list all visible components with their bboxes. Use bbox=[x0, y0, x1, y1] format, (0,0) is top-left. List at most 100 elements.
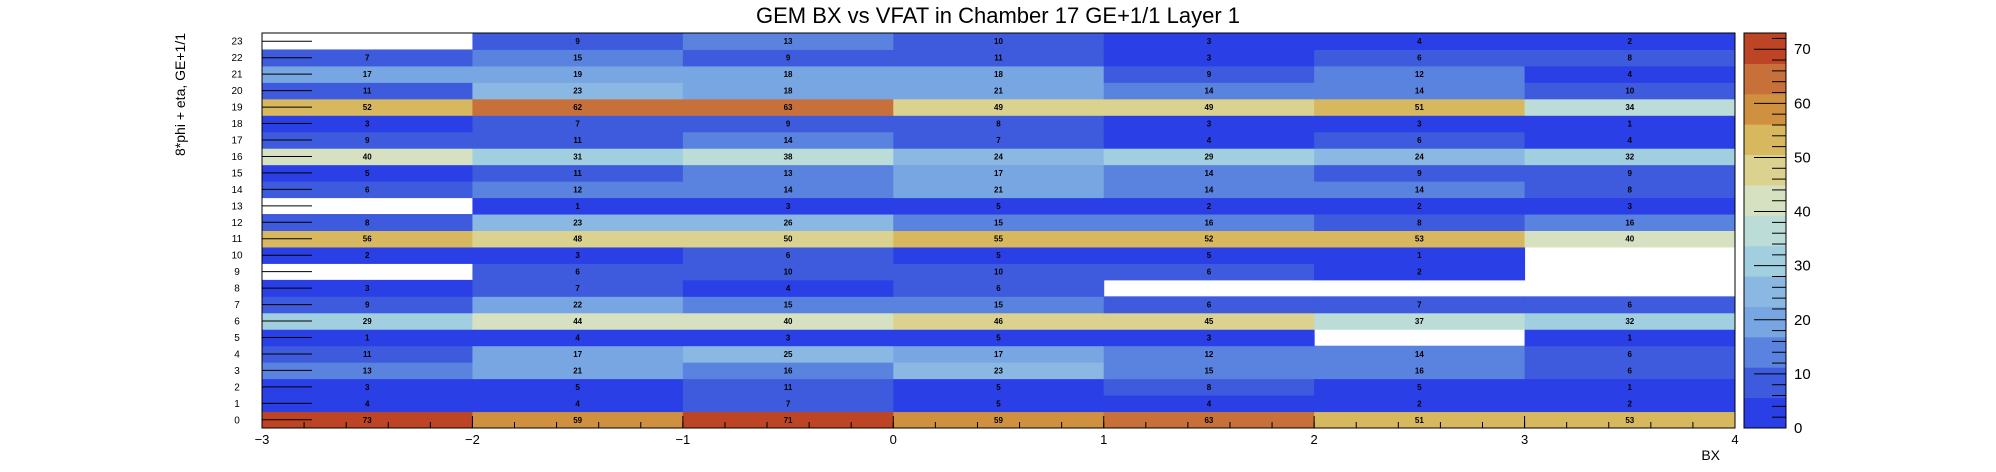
color-bar-tick-label: 50 bbox=[1794, 149, 1811, 166]
cell-value-label: 8 bbox=[1207, 383, 1212, 392]
cell-value-label: 31 bbox=[573, 152, 582, 161]
cell-value-label: 8 bbox=[996, 120, 1001, 129]
heatmap-cell bbox=[1524, 148, 1736, 166]
cell-value-label: 6 bbox=[575, 268, 580, 277]
cell-value-label: 5 bbox=[996, 383, 1001, 392]
heatmap-cell bbox=[262, 395, 473, 413]
heatmap-cell bbox=[1103, 362, 1315, 380]
y-tick-label: 14 bbox=[231, 185, 243, 196]
cell-value-label: 3 bbox=[365, 284, 370, 293]
cell-value-label: 7 bbox=[996, 136, 1001, 145]
cell-value-label: 21 bbox=[994, 87, 1003, 96]
cell-value-label: 38 bbox=[784, 152, 793, 161]
color-bar-segment bbox=[1744, 33, 1786, 64]
x-tick-label: 1 bbox=[1100, 432, 1107, 447]
cell-value-label: 45 bbox=[1204, 317, 1213, 326]
x-tick-label: 0 bbox=[890, 432, 897, 447]
y-tick-label: 15 bbox=[231, 168, 243, 179]
cell-value-label: 44 bbox=[573, 317, 582, 326]
cell-value-label: 53 bbox=[1625, 416, 1634, 425]
cell-value-label: 4 bbox=[575, 399, 580, 408]
cell-value-label: 1 bbox=[575, 202, 580, 211]
cell-value-label: 2 bbox=[1628, 37, 1633, 46]
heatmap-cell bbox=[682, 378, 894, 396]
cell-value-label: 1 bbox=[1628, 333, 1633, 342]
cell-value-label: 6 bbox=[1207, 268, 1212, 277]
heatmap-cell bbox=[1314, 263, 1526, 281]
cell-value-label: 3 bbox=[1207, 54, 1212, 63]
cell-value-label: 6 bbox=[1628, 301, 1633, 310]
cell-value-label: 7 bbox=[1417, 301, 1422, 310]
y-tick-label: 7 bbox=[234, 300, 240, 311]
heatmap-cell bbox=[472, 395, 684, 413]
heatmap-cell bbox=[682, 362, 894, 380]
y-tick-label: 22 bbox=[231, 53, 243, 64]
heatmap-cells bbox=[262, 33, 1736, 429]
cell-value-label: 8 bbox=[1628, 54, 1633, 63]
cell-value-label: 6 bbox=[996, 284, 1001, 293]
cell-value-label: 10 bbox=[784, 268, 793, 277]
cell-value-label: 14 bbox=[1415, 350, 1424, 359]
heatmap-cell bbox=[262, 65, 473, 83]
cell-value-label: 3 bbox=[1207, 37, 1212, 46]
cell-value-label: 63 bbox=[784, 103, 793, 112]
heatmap-cell bbox=[1524, 329, 1736, 347]
heatmap-cell bbox=[1103, 214, 1315, 231]
cell-value-label: 5 bbox=[996, 399, 1001, 408]
heatmap-cell bbox=[893, 82, 1105, 100]
cell-value-label: 7 bbox=[575, 120, 580, 129]
heatmap-cell bbox=[893, 131, 1105, 149]
cell-value-label: 37 bbox=[1415, 317, 1424, 326]
cell-value-label: 11 bbox=[363, 87, 372, 96]
heatmap-cell bbox=[472, 115, 684, 133]
cell-value-label: 51 bbox=[1415, 416, 1424, 425]
cell-value-label: 14 bbox=[1204, 185, 1213, 194]
heatmap-cell bbox=[1524, 164, 1736, 182]
y-tick-label: 10 bbox=[231, 251, 243, 262]
cell-value-label: 23 bbox=[573, 87, 582, 96]
heatmap-cell bbox=[472, 312, 684, 330]
color-bar-segment bbox=[1744, 245, 1786, 277]
cell-value-label: 24 bbox=[1415, 152, 1424, 161]
y-tick-label: 17 bbox=[231, 135, 243, 146]
heatmap-cell bbox=[893, 98, 1105, 116]
cell-value-label: 55 bbox=[994, 235, 1003, 244]
cell-value-label: 17 bbox=[363, 70, 372, 79]
cell-value-label: 9 bbox=[1207, 70, 1212, 79]
heatmap-cell bbox=[1524, 345, 1736, 363]
cell-value-label: 21 bbox=[994, 185, 1003, 194]
cell-value-label: 15 bbox=[994, 218, 1003, 227]
heatmap-cell bbox=[472, 378, 684, 396]
heatmap-cell bbox=[262, 279, 473, 297]
heatmap-cell bbox=[893, 378, 1105, 396]
heatmap-cell bbox=[262, 214, 473, 231]
heatmap-cell bbox=[682, 395, 894, 413]
heatmap-cell bbox=[1103, 33, 1315, 50]
heatmap-cell bbox=[1314, 312, 1526, 330]
heatmap-cell bbox=[1103, 296, 1315, 314]
heatmap-cell bbox=[893, 33, 1105, 50]
color-bar: 0 10 20 30 40 50 60 70 bbox=[1743, 32, 1811, 437]
heatmap-cell bbox=[472, 164, 684, 182]
cell-value-label: 8 bbox=[365, 218, 370, 227]
heatmap-cell bbox=[472, 181, 684, 199]
heatmap-cell bbox=[1524, 197, 1736, 215]
cell-value-label: 9 bbox=[365, 136, 370, 145]
cell-value-label: 5 bbox=[575, 383, 580, 392]
y-tick-label: 0 bbox=[234, 415, 240, 426]
heatmap-cell bbox=[1314, 362, 1526, 380]
heatmap-cell bbox=[1314, 345, 1526, 363]
heatmap-cell bbox=[1524, 181, 1736, 199]
heatmap-cell bbox=[1103, 378, 1315, 396]
cell-value-label: 3 bbox=[365, 120, 370, 129]
cell-value-label: 9 bbox=[1628, 169, 1633, 178]
y-axis-title: 8*phi + eta, GE+1/1 bbox=[172, 33, 188, 156]
cell-value-label: 29 bbox=[363, 317, 372, 326]
color-bar-segment bbox=[1744, 306, 1786, 338]
heatmap-cell bbox=[472, 131, 684, 149]
cell-value-label: 9 bbox=[786, 120, 791, 129]
cell-value-label: 16 bbox=[1204, 218, 1213, 227]
cell-value-label: 15 bbox=[784, 301, 793, 310]
color-bar-tick-label: 0 bbox=[1794, 420, 1802, 437]
